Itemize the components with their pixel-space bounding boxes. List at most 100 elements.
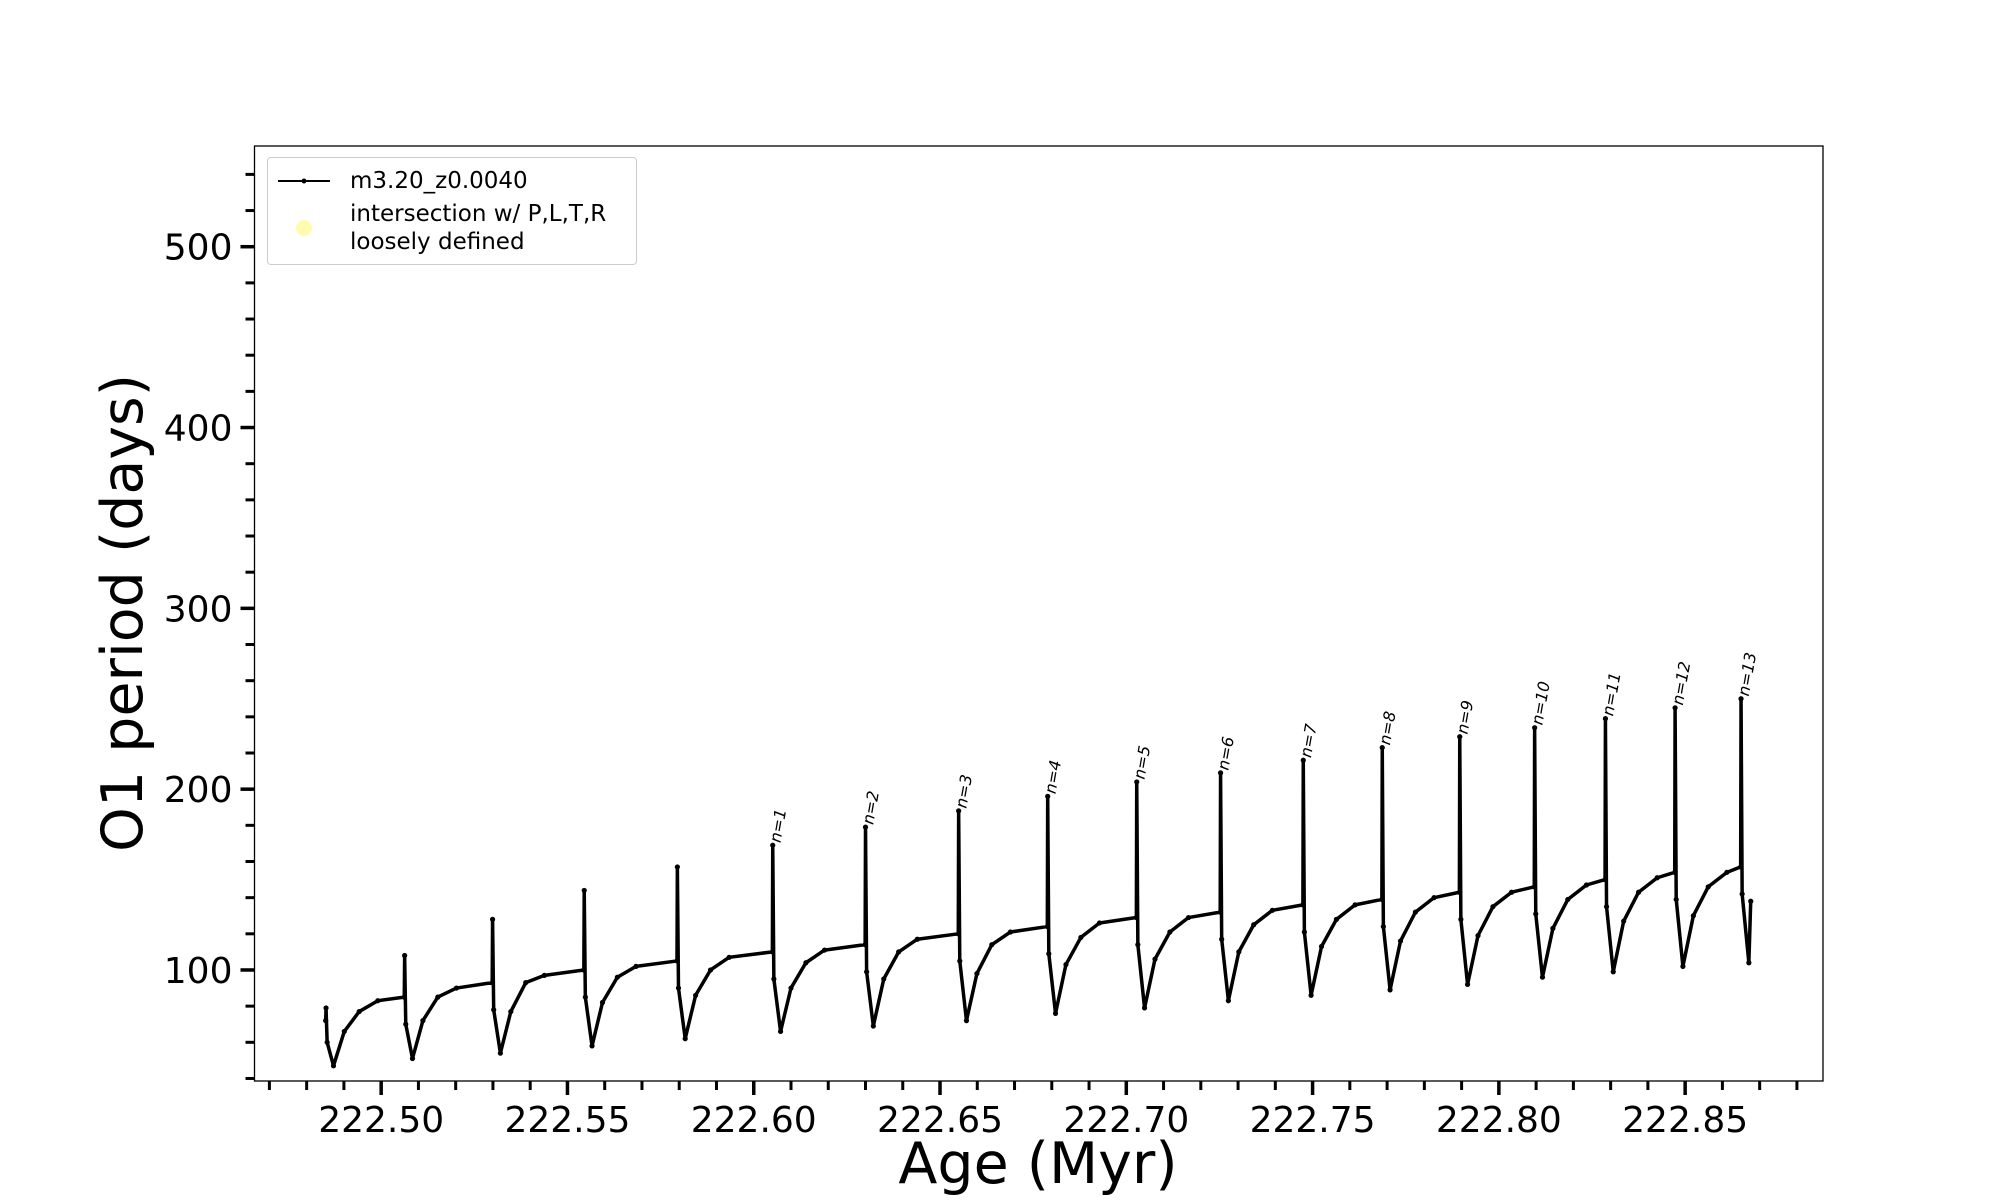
series-point (1045, 793, 1051, 799)
series-point (1457, 734, 1463, 740)
series-point (1300, 757, 1306, 763)
series-point (896, 949, 902, 955)
series-point (1531, 884, 1537, 890)
series-point (864, 969, 870, 975)
series-point (1739, 891, 1745, 897)
series-point (771, 976, 777, 982)
series-point (1318, 943, 1325, 950)
series-point (409, 1055, 416, 1062)
series-point (726, 954, 732, 960)
series-point (963, 1018, 970, 1024)
series-point (1738, 696, 1744, 702)
series-point (491, 1007, 497, 1013)
series-point (1602, 876, 1608, 883)
x-axis-label: Age (Myr) (898, 1131, 1177, 1197)
series-point (777, 1028, 784, 1035)
legend-dot (301, 178, 307, 184)
series-point (375, 998, 381, 1004)
series-point (955, 931, 961, 937)
series-point (956, 808, 962, 814)
legend-label: m3.20_z0.0040 (350, 168, 528, 194)
series-point (974, 970, 980, 977)
y-tick-label: 500 (164, 228, 233, 269)
series-point (1134, 779, 1140, 785)
series-point (497, 1050, 503, 1056)
series-point (1680, 963, 1686, 969)
series-point (401, 994, 407, 1000)
series-point (1217, 770, 1224, 776)
legend-marker (296, 220, 312, 236)
series-point (1748, 898, 1754, 904)
series-point (1333, 916, 1340, 922)
series-point (674, 958, 680, 964)
series-point (1746, 960, 1752, 966)
series-point (599, 999, 606, 1006)
series-point (1475, 933, 1481, 939)
series-point (453, 985, 460, 991)
series-point (1217, 909, 1223, 915)
series-point (1141, 1005, 1148, 1011)
series-point (1379, 744, 1385, 751)
series-point (769, 949, 775, 955)
series-point (1508, 889, 1515, 895)
series-point (403, 1021, 409, 1027)
series-point (1078, 934, 1084, 941)
series-point (1654, 875, 1660, 881)
series-point (1490, 904, 1496, 910)
series-point (682, 1036, 688, 1042)
y-axis-label: O1 period (days) (90, 374, 156, 852)
series-point (1219, 936, 1225, 942)
series-point (1096, 920, 1103, 926)
series-point (675, 985, 682, 991)
series-point (1738, 864, 1744, 870)
series-point (707, 967, 714, 973)
legend-entry: intersection w/ P,L,T,R loosely defined (278, 200, 606, 256)
annotation: n=6 (1213, 735, 1238, 772)
plot-frame (253, 145, 1824, 1082)
series-point (862, 942, 868, 948)
series-point (693, 992, 699, 998)
series-point (1724, 869, 1730, 875)
series-point (1412, 909, 1419, 915)
series-point (1236, 949, 1242, 955)
annotation: n=7 (1296, 722, 1321, 759)
series-point (1301, 929, 1307, 935)
series-point (1379, 896, 1385, 903)
annotation: n=10 (1527, 680, 1553, 727)
annotation: n=8 (1375, 710, 1400, 747)
series-point (1007, 929, 1014, 935)
series-point (1133, 914, 1139, 921)
series-point (1532, 725, 1538, 731)
x-tick-label: 222.65 (877, 1100, 1003, 1141)
annotation: n=1 (766, 807, 791, 844)
series-point (1052, 1010, 1059, 1016)
series-point (914, 936, 920, 942)
series-point (821, 947, 828, 953)
series-point (420, 1018, 426, 1024)
series-point (1672, 705, 1678, 711)
series-point (435, 994, 441, 1000)
x-tick-label: 222.75 (1250, 1100, 1376, 1141)
series-point (1225, 998, 1231, 1004)
series-point (1621, 918, 1627, 924)
series-point (402, 952, 408, 959)
x-tick-label: 222.55 (504, 1100, 630, 1141)
series-point (788, 985, 794, 991)
annotation: n=11 (1598, 671, 1624, 718)
series-point (1152, 956, 1158, 962)
series-point (330, 1063, 337, 1069)
series-point (1456, 889, 1462, 895)
series-point (541, 972, 547, 979)
series-point (582, 994, 588, 1000)
series-point (957, 958, 963, 964)
series-point (803, 960, 809, 966)
x-tick-label: 222.50 (318, 1100, 444, 1141)
series-point (1610, 969, 1616, 975)
y-tick-label: 100 (164, 951, 233, 992)
series-point (1167, 929, 1173, 935)
series-point (1300, 902, 1306, 908)
series-point (1603, 904, 1610, 910)
annotation: n=3 (952, 773, 977, 810)
